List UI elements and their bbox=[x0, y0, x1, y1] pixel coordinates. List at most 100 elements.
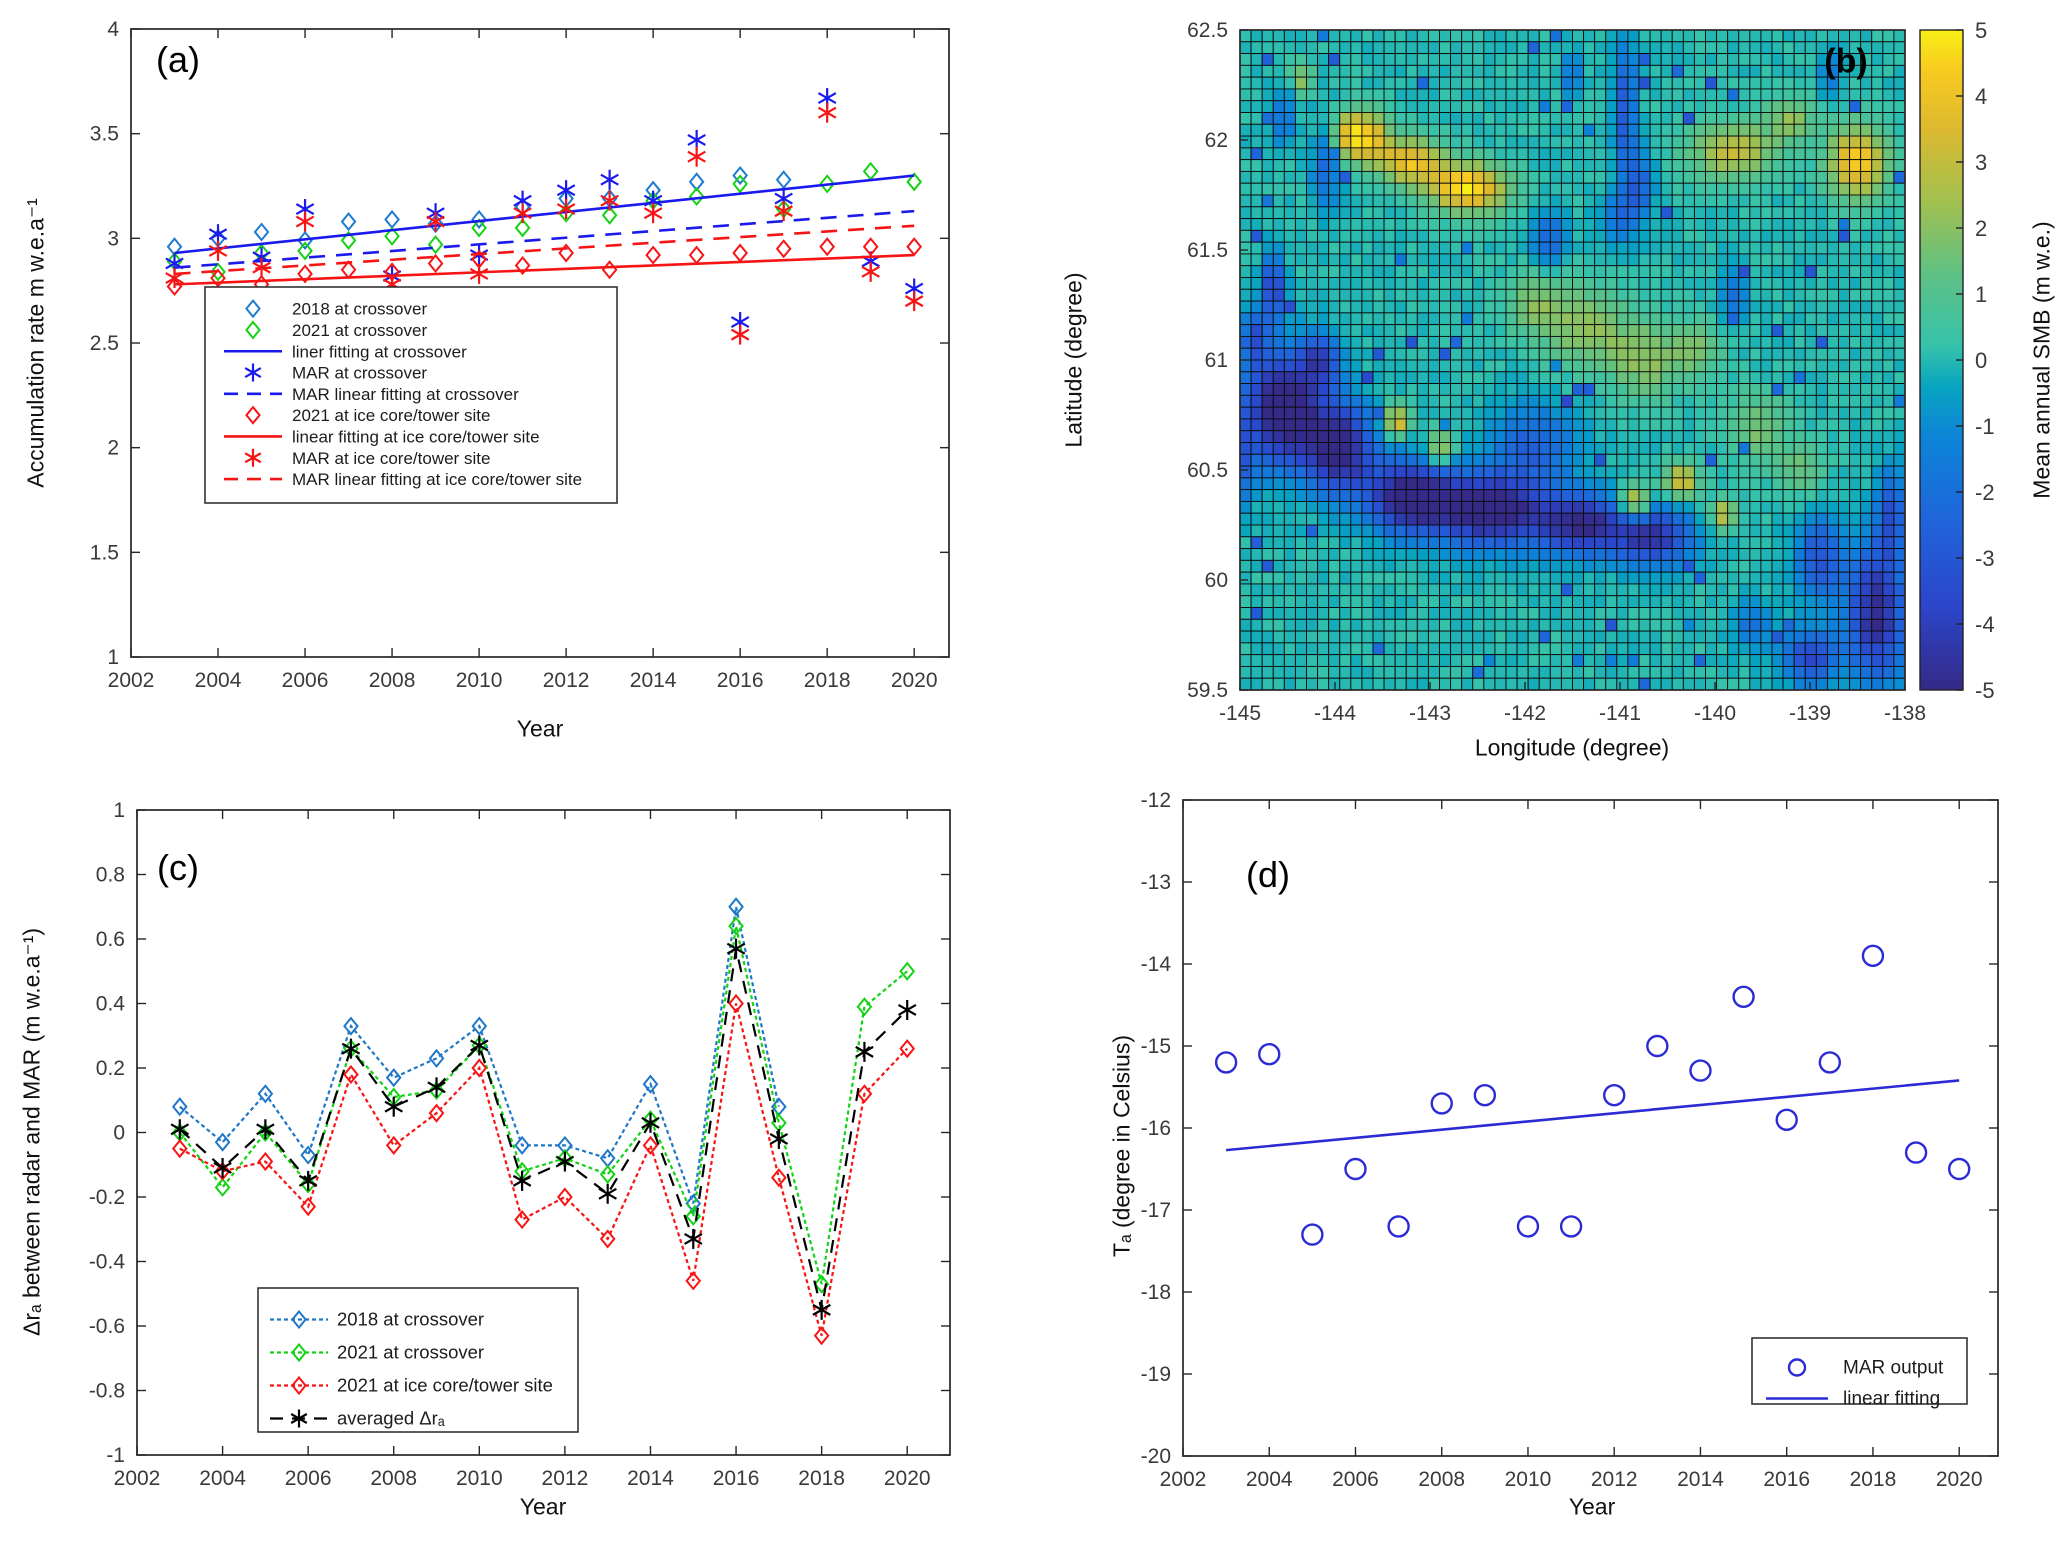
diamond-marker bbox=[856, 997, 873, 1017]
legend-item: 2018 at crossover bbox=[245, 299, 427, 319]
asterisk-marker bbox=[817, 102, 837, 123]
panel-b-ylabel: Latitude (degree) bbox=[1060, 272, 1087, 448]
x-tick-label: 2010 bbox=[1505, 1468, 1552, 1491]
circle-marker bbox=[1258, 1043, 1281, 1066]
legend-label: linear fitting at ice core/tower site bbox=[292, 427, 540, 446]
legend-item: 2018 at crossover bbox=[270, 1309, 484, 1330]
legend-label: liner fitting at crossover bbox=[292, 342, 467, 361]
x-tick-label: 2016 bbox=[713, 1467, 760, 1490]
asterisk-marker bbox=[208, 240, 228, 261]
diamond-marker bbox=[775, 239, 792, 259]
diamond-marker bbox=[728, 916, 744, 936]
x-tick-label: 2014 bbox=[630, 669, 677, 692]
colorbar-tick-label: 3 bbox=[1975, 150, 1987, 175]
asterisk-marker bbox=[641, 1112, 660, 1133]
asterisk-marker bbox=[295, 211, 315, 232]
x-tick-label: 2006 bbox=[282, 669, 329, 692]
legend-label: 2021 at crossover bbox=[337, 1342, 484, 1363]
circle-marker bbox=[1861, 944, 1885, 968]
asterisk-marker bbox=[513, 203, 532, 224]
diamond-marker bbox=[688, 186, 705, 207]
asterisk-marker bbox=[341, 1038, 361, 1059]
series-2021-at-ice-core-tower-site bbox=[171, 993, 916, 1346]
circle-marker bbox=[1947, 1157, 1971, 1181]
diamond-marker bbox=[300, 1174, 317, 1194]
asterisk-marker bbox=[427, 1077, 446, 1098]
diamond-marker bbox=[685, 1193, 702, 1214]
diamond-marker bbox=[856, 1084, 873, 1104]
panel-c-chart: 2002 2004 2006 2008 2010 2012 2014 2016 2018 2020… bbox=[89, 799, 951, 1490]
x-tick-label: 2008 bbox=[370, 1467, 417, 1490]
y-tick-label: 0.2 bbox=[96, 1057, 125, 1080]
asterisk-marker bbox=[290, 1409, 308, 1428]
y-tick-label: -20 bbox=[1141, 1445, 1171, 1468]
colorbar-tick-label: 4 bbox=[1975, 84, 1987, 109]
legend: 2018 at crossover 2021 at crossover liner … bbox=[204, 286, 618, 504]
diamond-marker bbox=[257, 1122, 274, 1143]
diamond-marker bbox=[428, 1103, 445, 1123]
diamond-marker bbox=[642, 1135, 659, 1155]
diamond-marker bbox=[427, 214, 444, 234]
axes: -145 -144 -143 -142 -141 -140 -139 -138 59.5 60 60… bbox=[1187, 19, 1926, 725]
legend-label: 2021 at ice core/tower site bbox=[337, 1375, 553, 1396]
asterisk-marker bbox=[687, 146, 706, 167]
panel-a-label: (a) bbox=[156, 39, 200, 80]
lat-tick-label: 62.5 bbox=[1187, 19, 1228, 42]
colorbar-tick-label: 2 bbox=[1975, 216, 1987, 241]
y-tick-label: 1 bbox=[107, 646, 119, 669]
panel-a-xlabel: Year bbox=[516, 715, 564, 742]
colorbar-tick-label: -5 bbox=[1975, 678, 1995, 703]
circle-marker bbox=[1559, 1215, 1583, 1238]
legend: MAR output linear fitting bbox=[1751, 1337, 1968, 1410]
x-tick-label: 2016 bbox=[1763, 1468, 1810, 1491]
lat-tick-label: 60.5 bbox=[1187, 459, 1228, 482]
x-tick-label: 2014 bbox=[627, 1467, 674, 1490]
asterisk-marker bbox=[687, 129, 706, 150]
lon-tick-label: -144 bbox=[1314, 702, 1356, 725]
diamond-marker bbox=[813, 1274, 830, 1294]
x-tick-label: 2012 bbox=[542, 1467, 589, 1490]
legend-label: MAR at ice core/tower site bbox=[292, 449, 490, 468]
asterisk-marker bbox=[208, 224, 228, 245]
asterisk-marker bbox=[600, 169, 619, 190]
lon-tick-label: -145 bbox=[1219, 702, 1261, 725]
x-tick-label: 2008 bbox=[1418, 1468, 1465, 1491]
diamond-marker bbox=[728, 993, 744, 1014]
asterisk-marker bbox=[170, 1119, 190, 1140]
asterisk-marker bbox=[774, 201, 793, 222]
legend-item: MAR linear fitting at ice core/tower sit… bbox=[224, 470, 582, 489]
circle-marker bbox=[1689, 1059, 1712, 1082]
diamond-marker bbox=[514, 255, 531, 276]
diamond-marker bbox=[899, 961, 916, 981]
y-tick-label: 1.5 bbox=[90, 541, 119, 564]
panel-d-ylabel: Tₐ (degree in Celsius) bbox=[1108, 1034, 1135, 1258]
circle-marker bbox=[1787, 1358, 1807, 1377]
diamond-marker bbox=[385, 1068, 402, 1088]
series-linear-fitting bbox=[1225, 1079, 1960, 1152]
x-tick-label: 2010 bbox=[456, 1467, 503, 1490]
x-tick-label: 2002 bbox=[108, 669, 155, 692]
y-tick-label: 3 bbox=[107, 227, 119, 250]
circle-marker bbox=[1473, 1084, 1497, 1107]
legend-label: MAR at crossover bbox=[292, 364, 427, 383]
legend-label: 2021 at ice core/tower site bbox=[292, 406, 490, 425]
x-tick-label: 2006 bbox=[1332, 1468, 1379, 1491]
panel-b-xlabel: Longitude (degree) bbox=[1474, 734, 1670, 761]
series-2021-at-crossover bbox=[171, 916, 916, 1294]
diamond-marker bbox=[899, 1039, 916, 1059]
asterisk-marker bbox=[384, 1096, 403, 1117]
diamond-marker bbox=[906, 172, 923, 192]
diamond-marker bbox=[862, 237, 879, 257]
panel-c-label: (c) bbox=[157, 847, 199, 888]
x-tick-label: 2020 bbox=[891, 669, 938, 692]
panel-c-xlabel: Year bbox=[519, 1493, 567, 1520]
legend-item: MAR at crossover bbox=[244, 363, 427, 383]
colorbar-label: Mean annual SMB (m w.e.) bbox=[2028, 221, 2055, 499]
x-tick-label: 2012 bbox=[543, 669, 590, 692]
series-2021-at-ice-core-tower-site bbox=[166, 237, 923, 297]
lat-tick-label: 59.5 bbox=[1187, 679, 1228, 702]
diamond-marker bbox=[340, 230, 357, 251]
legend-item: linear fitting bbox=[1766, 1389, 1940, 1410]
diamond-marker bbox=[253, 222, 270, 242]
diamond-marker bbox=[557, 1187, 573, 1207]
